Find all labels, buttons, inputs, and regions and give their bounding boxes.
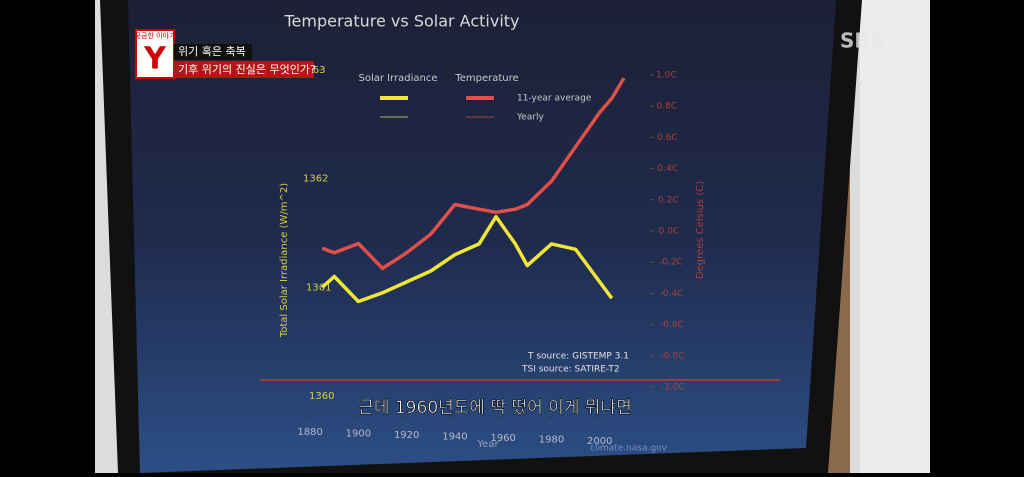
y2-tick-label: -1.0C <box>661 383 685 393</box>
channel-logo: SBS <box>840 29 884 53</box>
overlay: 궁금한 이야기 Y 위기 혹은 축복 기후 위기의 진실은 무엇인가? SBS … <box>135 29 885 419</box>
y2-tick-label: 0.0C <box>659 227 680 237</box>
wall <box>860 0 930 473</box>
y2-tick-label: 0.4C <box>658 164 679 174</box>
logo-letter: Y <box>143 42 167 77</box>
y2-axis-label: Degrees Celsius (C) <box>695 181 706 279</box>
legend-style: Yearly <box>516 113 545 123</box>
annotation: TSI source: SATIRE-T2 <box>521 365 620 375</box>
annotation: T source: GISTEMP 3.1 <box>527 352 629 362</box>
episode-subtitle: 기후 위기의 진실은 무엇인가? <box>178 63 316 76</box>
y2-tick-label: -0.2C <box>659 258 683 268</box>
x-tick-label: 1880 <box>297 427 322 438</box>
title-box <box>174 44 252 60</box>
y2-tick-label: 1.0C <box>656 71 677 81</box>
x-tick-label: 1980 <box>539 435 564 446</box>
chart: Temperature vs Solar Activity Solar Irra… <box>279 12 706 454</box>
chart-title: Temperature vs Solar Activity <box>283 12 519 31</box>
series-line <box>321 77 626 271</box>
annotation: climate.nasa.gov <box>590 444 668 454</box>
episode-title: 위기 혹은 축복 <box>178 44 246 58</box>
logo-box <box>135 29 175 79</box>
y2-tick-label: -0.4C <box>660 289 684 299</box>
legend-style: 11-year average <box>517 94 592 104</box>
subtitle-box <box>174 61 314 78</box>
legend-group: Solar Irradiance <box>358 73 437 84</box>
y2-tick-label: 0.2C <box>658 195 679 205</box>
y2-tick-label: 0.6C <box>657 133 678 143</box>
y2-tick-label: -0.6C <box>660 320 684 330</box>
legend-group: Temperature <box>454 73 518 84</box>
y-axis-label: Total Solar Irradiance (W/m^2) <box>279 183 290 338</box>
x-tick-label: 1900 <box>346 429 371 440</box>
x-tick-label: 1960 <box>490 433 515 444</box>
y-tick-label: 1362 <box>303 174 328 185</box>
x-axis-label: Year <box>476 439 499 450</box>
x-tick-label: 2000 <box>587 436 612 447</box>
y2-tick-label: -0.8C <box>661 351 685 361</box>
caption: 근데 1960년도에 딱 떴어 이게 뭐냐면 <box>358 398 632 418</box>
x-tick-label: 1920 <box>394 430 419 441</box>
show-tag: 궁금한 이야기 <box>135 31 176 40</box>
x-tick-label: 1940 <box>442 432 467 443</box>
series-line <box>321 214 614 304</box>
y2-tick-label: 0.8C <box>657 102 678 112</box>
